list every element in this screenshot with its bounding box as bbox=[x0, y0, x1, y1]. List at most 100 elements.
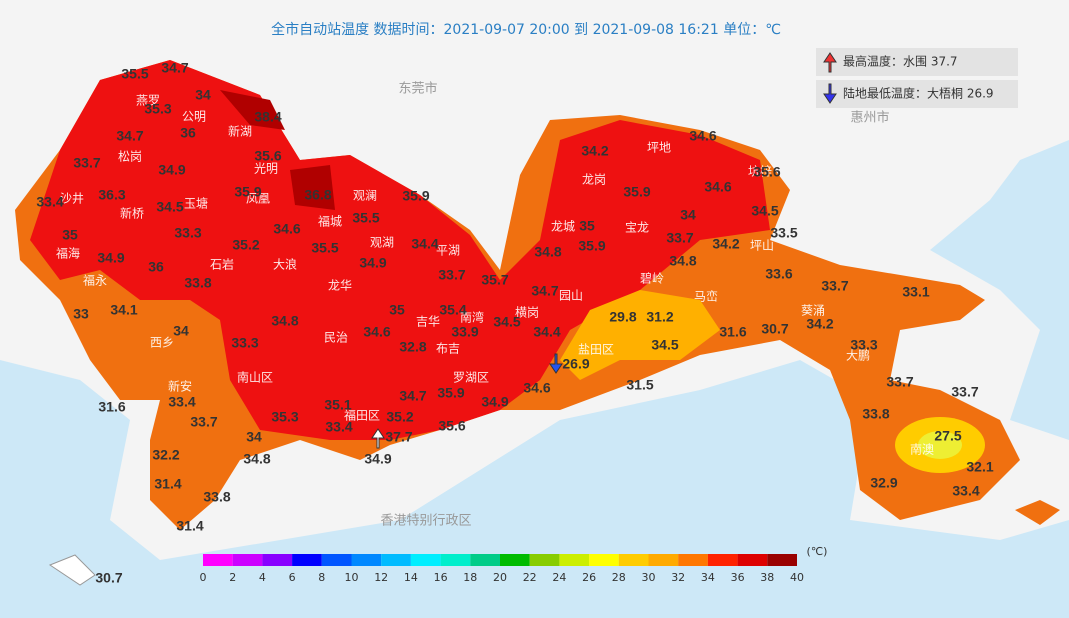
place-label: 宝龙 bbox=[625, 221, 649, 235]
station-value: 33.7 bbox=[438, 267, 465, 283]
place-label: 龙城 bbox=[551, 220, 575, 234]
station-value: 33 bbox=[73, 306, 89, 322]
station-value: 35.9 bbox=[234, 184, 261, 200]
place-label: 龙华 bbox=[328, 279, 352, 293]
colorbar-unit: (℃) bbox=[807, 545, 828, 558]
colorbar-tick: 24 bbox=[552, 571, 566, 584]
station-value: 33.9 bbox=[451, 324, 478, 340]
station-value: 33.4 bbox=[325, 419, 352, 435]
station-value: 33.3 bbox=[174, 225, 201, 241]
place-label: 凤凰 bbox=[246, 192, 270, 206]
station-value: 32.8 bbox=[399, 339, 426, 355]
island bbox=[48, 554, 96, 586]
colorbar-segment bbox=[589, 554, 619, 566]
land-hottest bbox=[220, 90, 335, 210]
station-value: 34.8 bbox=[534, 244, 561, 260]
station-value: 34.9 bbox=[359, 255, 386, 271]
max-info: 最高温度：水围 37.7 bbox=[843, 54, 958, 69]
station-value: 34 bbox=[195, 87, 211, 103]
place-label: 马峦 bbox=[694, 289, 718, 304]
place-label: 石岩 bbox=[210, 257, 234, 272]
info-box bbox=[816, 80, 1018, 108]
place-label: 罗湖区 bbox=[453, 370, 489, 385]
station-value: 33.7 bbox=[951, 384, 978, 400]
place-label: 观澜 bbox=[353, 189, 377, 203]
city-label: 香港特别行政区 bbox=[380, 514, 471, 529]
station-value: 34.5 bbox=[751, 203, 778, 219]
place-label: 南湾 bbox=[460, 310, 484, 325]
colorbar-segment bbox=[618, 554, 649, 566]
place-label: 新桥 bbox=[120, 206, 144, 221]
max-icon bbox=[823, 52, 837, 73]
place-label: 观湖 bbox=[370, 235, 394, 250]
colorbar-tick: 16 bbox=[434, 571, 448, 584]
station-value: 35 bbox=[579, 218, 595, 234]
station-value: 34.7 bbox=[161, 60, 188, 76]
station-value: 35.5 bbox=[352, 210, 379, 226]
station-value: 35 bbox=[62, 227, 78, 243]
station-value: 26.9 bbox=[562, 356, 589, 372]
place-label: 南澳 bbox=[910, 442, 934, 457]
station-value: 33.7 bbox=[190, 414, 217, 430]
colorbar-tick: 8 bbox=[318, 571, 325, 584]
colorbar-segment bbox=[410, 554, 441, 566]
place-label: 福永 bbox=[83, 273, 107, 288]
station-value: 32.2 bbox=[152, 447, 179, 463]
station-value: 35.9 bbox=[578, 238, 605, 254]
station-value: 38.4 bbox=[254, 109, 281, 125]
station-value: 35.5 bbox=[121, 66, 148, 82]
station-value: 34.1 bbox=[110, 302, 137, 318]
colorbar-tick: 14 bbox=[404, 571, 418, 584]
place-label: 大浪 bbox=[273, 257, 297, 272]
station-value: 34.8 bbox=[669, 253, 696, 269]
min-info: 陆地最低温度：大梧桐 26.9 bbox=[843, 86, 994, 101]
station-value: 33.7 bbox=[821, 278, 848, 294]
place-label: 布吉 bbox=[436, 342, 460, 356]
colorbar-tick: 20 bbox=[493, 571, 507, 584]
station-value: 35.4 bbox=[439, 302, 466, 318]
station-value: 34.8 bbox=[243, 451, 270, 467]
title: 全市自动站温度 数据时间：2021-09-07 20:00 到 2021-09-… bbox=[271, 21, 781, 38]
station-value: 35.2 bbox=[232, 237, 259, 253]
station-value: 34.5 bbox=[651, 337, 678, 353]
colorbar-segment bbox=[737, 554, 768, 566]
colorbar-tick: 26 bbox=[582, 571, 596, 584]
place-label: 沙井 bbox=[60, 192, 84, 206]
colorbar-tick: 18 bbox=[463, 571, 477, 584]
colorbar-segment bbox=[470, 554, 500, 566]
station-value: 34.8 bbox=[271, 313, 298, 329]
place-label: 盐田区 bbox=[578, 343, 614, 357]
station-value: 36 bbox=[180, 125, 196, 141]
station-value: 33.3 bbox=[850, 337, 877, 353]
station-value: 31.4 bbox=[176, 518, 203, 534]
colorbar-segment bbox=[767, 554, 797, 566]
station-value: 31.6 bbox=[98, 399, 125, 415]
colorbar-segment bbox=[351, 554, 382, 566]
station-value: 35.5 bbox=[311, 240, 338, 256]
place-label: 西乡 bbox=[150, 336, 174, 350]
station-value: 34.6 bbox=[273, 221, 300, 237]
station-value: 33.6 bbox=[765, 266, 792, 282]
station-value: 37.7 bbox=[385, 429, 412, 445]
station-value: 35.3 bbox=[271, 409, 298, 425]
station-value: 35.9 bbox=[402, 188, 429, 204]
place-label: 福城 bbox=[318, 214, 342, 229]
place-label: 新安 bbox=[168, 379, 192, 394]
station-value: 33.1 bbox=[902, 284, 929, 300]
station-value: 35.9 bbox=[437, 385, 464, 401]
place-label: 玉塘 bbox=[184, 196, 208, 211]
colorbar-tick: 2 bbox=[229, 571, 236, 584]
station-value: 33.8 bbox=[862, 406, 889, 422]
place-label: 坪山 bbox=[750, 239, 774, 253]
station-value: 32.1 bbox=[966, 459, 993, 475]
colorbar-segment bbox=[262, 554, 293, 566]
station-value: 34.9 bbox=[481, 394, 508, 410]
station-value: 33.3 bbox=[231, 335, 258, 351]
station-value: 33.4 bbox=[168, 394, 195, 410]
station-value: 34 bbox=[246, 429, 262, 445]
city-label: 东莞市 bbox=[398, 81, 437, 97]
station-value: 33.8 bbox=[184, 275, 211, 291]
station-value: 30.7 bbox=[95, 570, 122, 586]
place-label: 南山区 bbox=[237, 370, 273, 385]
station-value: 35.1 bbox=[324, 397, 351, 413]
